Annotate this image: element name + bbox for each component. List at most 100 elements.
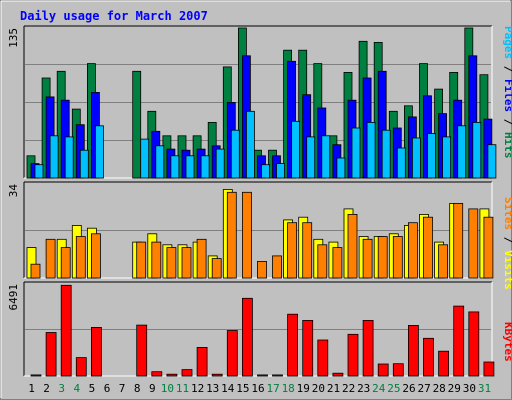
bar-pages-day-21 <box>336 157 346 179</box>
bar-sites-day-10 <box>166 247 177 279</box>
x-axis-labels: 1 2 3 4 5 6 7 8 9 10 11 12 13 14 15 16 17 18 19 20 21 22 23 24 2… <box>28 382 491 395</box>
x-tick-label: 12 <box>191 382 204 395</box>
x-tick-label: 24 <box>372 382 386 395</box>
bar-kbytes-day-16 <box>257 374 268 377</box>
bar-pages-day-3 <box>64 136 74 179</box>
legend-middle-panel: Sites / Visits <box>502 197 512 290</box>
bar-pages-day-12 <box>200 155 210 179</box>
x-tick-label: 31 <box>478 382 491 395</box>
bar-kbytes-day-2 <box>45 332 57 377</box>
y-max-label: 135 <box>7 28 20 48</box>
panel-visits-sites: 34 <box>7 181 494 279</box>
bar-sites-day-20 <box>317 244 328 279</box>
x-tick-label: 18 <box>282 382 295 395</box>
x-tick-label: 2 <box>43 382 50 395</box>
bar-sites-day-13 <box>211 258 222 279</box>
bar-kbytes-day-12 <box>196 346 208 377</box>
bar-pages-day-20 <box>321 135 331 179</box>
bar-sites-day-4 <box>75 236 86 279</box>
bar-kbytes-day-28 <box>438 350 450 377</box>
x-tick-label: 28 <box>433 382 446 395</box>
bar-sites-day-12 <box>196 238 207 279</box>
legend-hits: Hits <box>502 132 512 159</box>
bar-kbytes-day-11 <box>181 369 193 377</box>
bar-pages-day-4 <box>79 149 89 179</box>
bar-sites-day-17 <box>272 255 282 279</box>
bar-sites-day-19 <box>302 222 313 279</box>
bar-kbytes-day-14 <box>226 330 238 377</box>
bar-kbytes-day-9 <box>151 371 163 377</box>
bar-pages-day-29 <box>457 125 467 179</box>
bar-sites-day-27 <box>423 216 433 279</box>
legend-separator: / <box>502 230 512 250</box>
bar-pages-day-17 <box>276 163 285 179</box>
legend-kbytes: KBytes <box>502 322 512 362</box>
bar-sites-day-30 <box>468 208 479 279</box>
x-tick-label: 13 <box>206 382 219 395</box>
bar-kbytes-day-13 <box>211 373 223 377</box>
bar-sites-day-1 <box>30 263 41 279</box>
bar-kbytes-day-30 <box>468 311 480 377</box>
bar-sites-day-21 <box>332 247 343 279</box>
bar-sites-day-25 <box>392 236 403 279</box>
bar-kbytes-day-18 <box>287 313 299 377</box>
bar-kbytes-day-25 <box>392 363 404 377</box>
bar-pages-day-1 <box>34 164 44 179</box>
bar-sites-day-29 <box>453 202 464 279</box>
x-tick-label: 30 <box>463 382 476 395</box>
chart-panels: 135 34 6491 <box>7 25 497 377</box>
bar-sites-day-23 <box>362 238 373 279</box>
x-tick-label: 11 <box>176 382 189 395</box>
bar-sites-day-2 <box>45 238 56 279</box>
panel-hits-files-pages: 135 <box>7 25 497 179</box>
x-tick-label: 5 <box>89 382 96 395</box>
legend-separator: / <box>502 112 512 132</box>
bar-kbytes-day-5 <box>91 326 102 377</box>
bar-pages-day-22 <box>351 127 361 179</box>
bar-pages-day-15 <box>245 110 255 179</box>
x-tick-label: 7 <box>119 382 126 395</box>
x-tick-label: 15 <box>236 382 249 395</box>
x-tick-label: 19 <box>297 382 310 395</box>
bar-pages-day-30 <box>472 122 482 179</box>
bar-kbytes-day-8 <box>136 324 148 377</box>
bar-hits-day-8 <box>132 70 142 179</box>
bar-pages-day-25 <box>396 147 406 179</box>
bar-sites-day-8 <box>136 241 147 279</box>
bar-pages-day-27 <box>427 133 436 179</box>
bar-kbytes-day-1 <box>30 374 42 377</box>
x-tick-label: 6 <box>104 382 111 395</box>
bar-sites-day-22 <box>347 213 358 279</box>
bar-sites-day-24 <box>377 236 388 279</box>
bar-pages-day-8 <box>140 138 150 179</box>
bar-sites-day-5 <box>91 233 101 279</box>
bar-kbytes-day-19 <box>302 319 314 377</box>
bar-pages-day-9 <box>155 145 165 179</box>
bar-pages-day-14 <box>230 129 240 179</box>
legend-files: Files <box>502 79 512 112</box>
x-tick-label: 17 <box>266 382 279 395</box>
bar-pages-day-13 <box>215 148 225 179</box>
bar-kbytes-day-21 <box>332 372 344 377</box>
bar-pages-day-28 <box>442 136 452 179</box>
x-tick-label: 1 <box>28 382 35 395</box>
bar-sites-day-28 <box>438 244 449 279</box>
bar-kbytes-day-27 <box>423 337 434 377</box>
x-tick-label: 25 <box>387 382 400 395</box>
x-tick-label: 14 <box>221 382 235 395</box>
legend-top-panel: Pages / Files / Hits <box>502 26 512 159</box>
bar-pages-day-24 <box>381 129 391 179</box>
bar-sites-day-18 <box>287 222 298 279</box>
bar-kbytes-day-31 <box>483 361 495 377</box>
bar-sites-day-26 <box>407 222 418 279</box>
bar-sites-day-9 <box>151 241 162 279</box>
bar-kbytes-day-3 <box>60 284 72 377</box>
x-tick-label: 29 <box>448 382 461 395</box>
bar-kbytes-day-26 <box>407 324 419 377</box>
x-tick-label: 22 <box>342 382 355 395</box>
bar-sites-day-31 <box>483 216 494 279</box>
bar-pages-day-10 <box>170 155 180 179</box>
bar-pages-day-16 <box>261 164 270 179</box>
legend-bottom-panel: KBytes <box>502 322 512 362</box>
